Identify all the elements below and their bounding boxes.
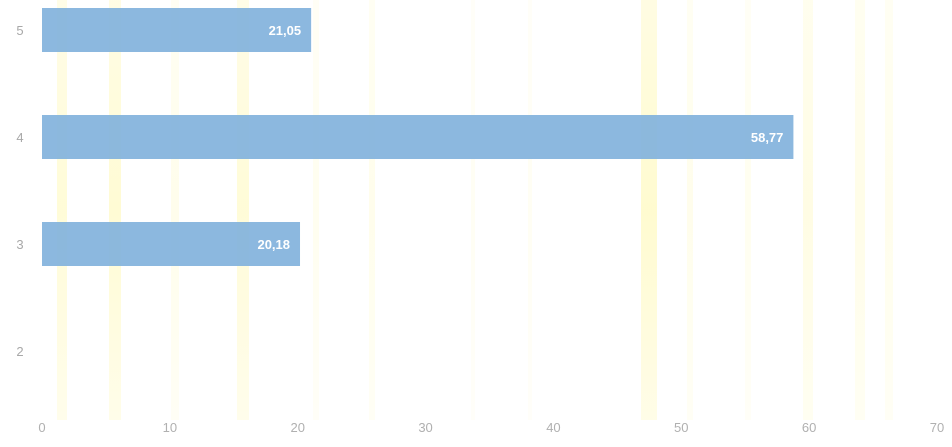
highlight-stripe	[237, 0, 249, 420]
x-axis-tick-labels: 0 10 20 30 40 50 60 70	[38, 420, 944, 435]
bar-3	[42, 222, 301, 266]
highlight-stripe	[528, 0, 532, 420]
highlight-stripe	[57, 0, 67, 420]
highlight-stripe	[885, 0, 893, 420]
x-tick-label-10: 10	[163, 420, 177, 435]
x-tick-label-70: 70	[930, 420, 944, 435]
highlight-stripe	[687, 0, 693, 420]
category-label-5: 5	[16, 23, 23, 38]
x-tick-label-40: 40	[546, 420, 560, 435]
highlight-stripe	[109, 0, 121, 420]
data-labels: 21,05 58,77 20,18	[257, 23, 783, 252]
category-labels: 5 4 3 2	[16, 23, 23, 359]
x-tick-label-0: 0	[38, 420, 45, 435]
highlight-stripe	[803, 0, 813, 420]
highlight-stripe	[369, 0, 375, 420]
highlight-stripe	[313, 0, 319, 420]
bar-5	[42, 8, 312, 52]
highlight-stripe	[641, 0, 657, 420]
x-tick-label-30: 30	[418, 420, 432, 435]
background-highlight-stripes	[57, 0, 893, 420]
x-tick-label-60: 60	[802, 420, 816, 435]
category-label-3: 3	[16, 237, 23, 252]
data-label-3: 20,18	[257, 237, 290, 252]
bars-group	[42, 8, 794, 266]
x-tick-label-50: 50	[674, 420, 688, 435]
data-label-5: 21,05	[269, 23, 302, 38]
highlight-stripe	[171, 0, 179, 420]
highlight-stripe	[855, 0, 865, 420]
category-label-2: 2	[16, 344, 23, 359]
highlight-stripe	[745, 0, 751, 420]
bar-4	[42, 115, 794, 159]
highlight-stripe	[471, 0, 475, 420]
data-label-4: 58,77	[751, 130, 784, 145]
x-tick-label-20: 20	[290, 420, 304, 435]
category-label-4: 4	[16, 130, 23, 145]
